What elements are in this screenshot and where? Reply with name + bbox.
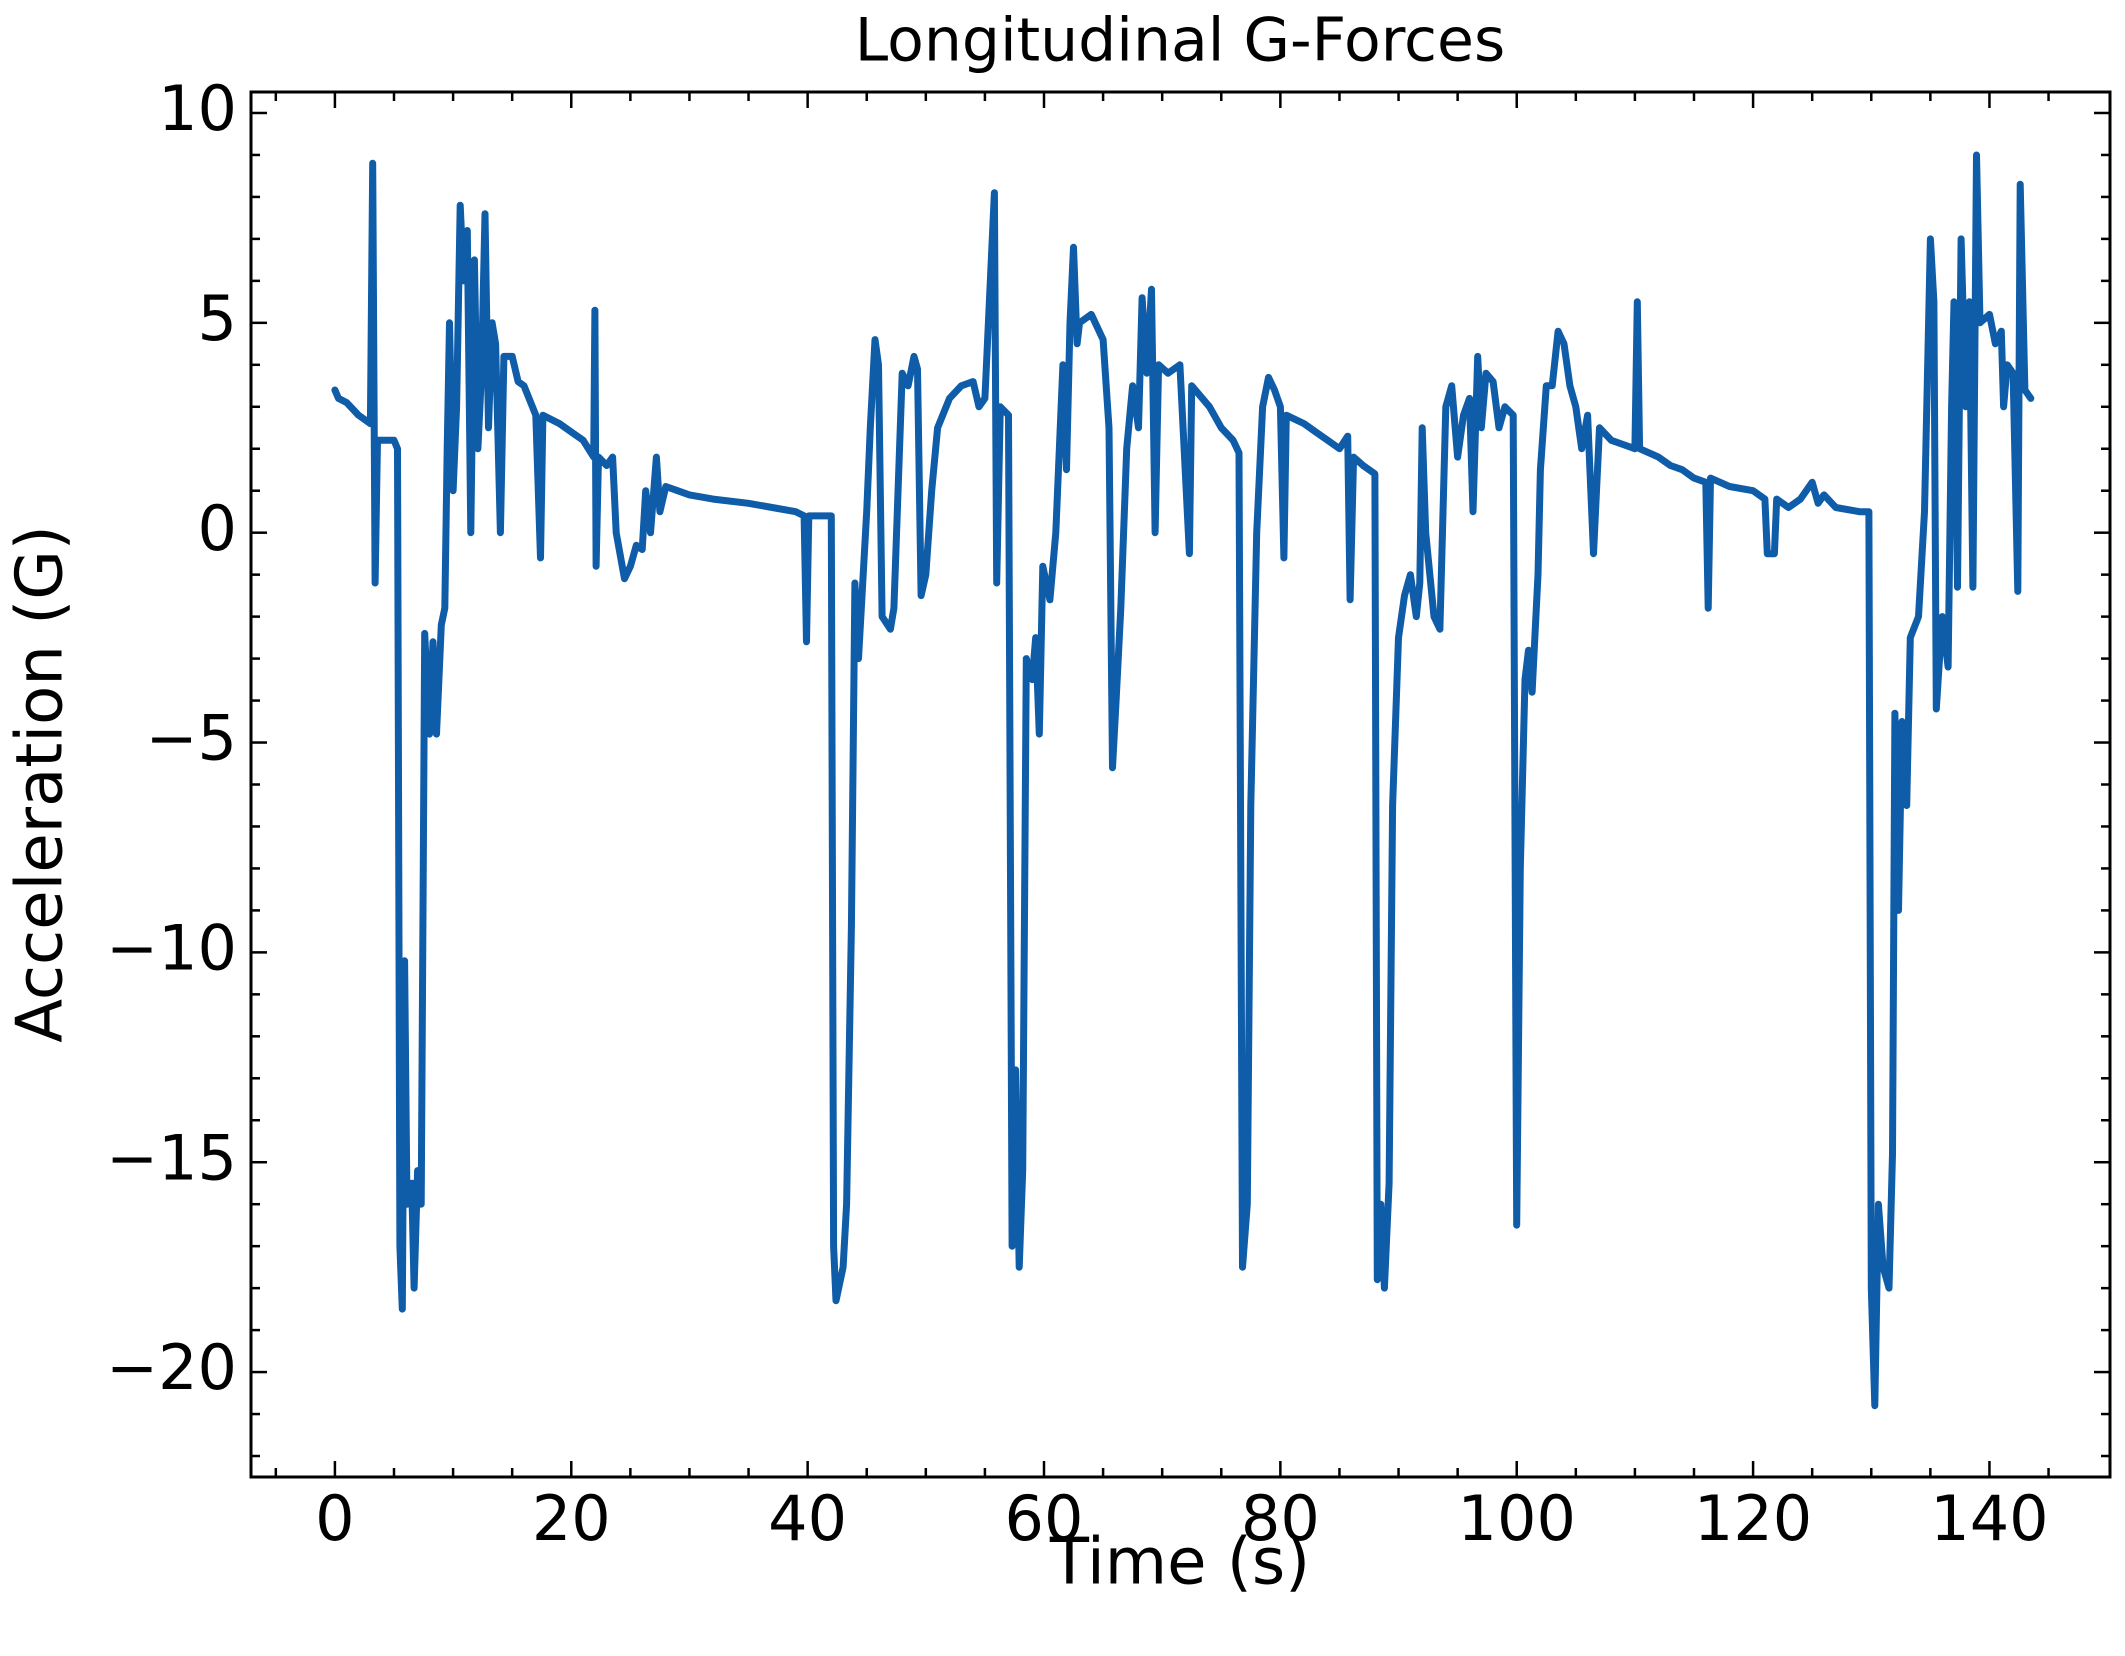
x-tick-label: 140 <box>1930 1482 2048 1555</box>
y-tick-label: 0 <box>198 492 237 565</box>
x-axis-label: Time (s) <box>1049 1526 1310 1600</box>
y-tick-label: −5 <box>146 702 237 775</box>
y-tick-label: 5 <box>198 282 237 355</box>
y-tick-label: −10 <box>106 911 237 984</box>
x-tick-label: 40 <box>768 1482 847 1555</box>
x-tick-label: 80 <box>1241 1482 1320 1555</box>
x-tick-label: 0 <box>315 1482 354 1555</box>
y-tick-label: −20 <box>106 1331 237 1404</box>
x-tick-label: 120 <box>1694 1482 1812 1555</box>
chart-title: Longitudinal G-Forces <box>855 6 1505 76</box>
y-tick-label: 10 <box>158 72 237 145</box>
x-tick-label: 100 <box>1458 1482 1576 1555</box>
data-line <box>331 151 2035 1410</box>
plot-frame <box>249 90 2112 1479</box>
x-tick-label: 20 <box>532 1482 611 1555</box>
x-tick-label: 60 <box>1005 1482 1084 1555</box>
y-tick-label: −15 <box>106 1121 237 1194</box>
y-axis-label: Acceleration (G) <box>4 525 78 1043</box>
